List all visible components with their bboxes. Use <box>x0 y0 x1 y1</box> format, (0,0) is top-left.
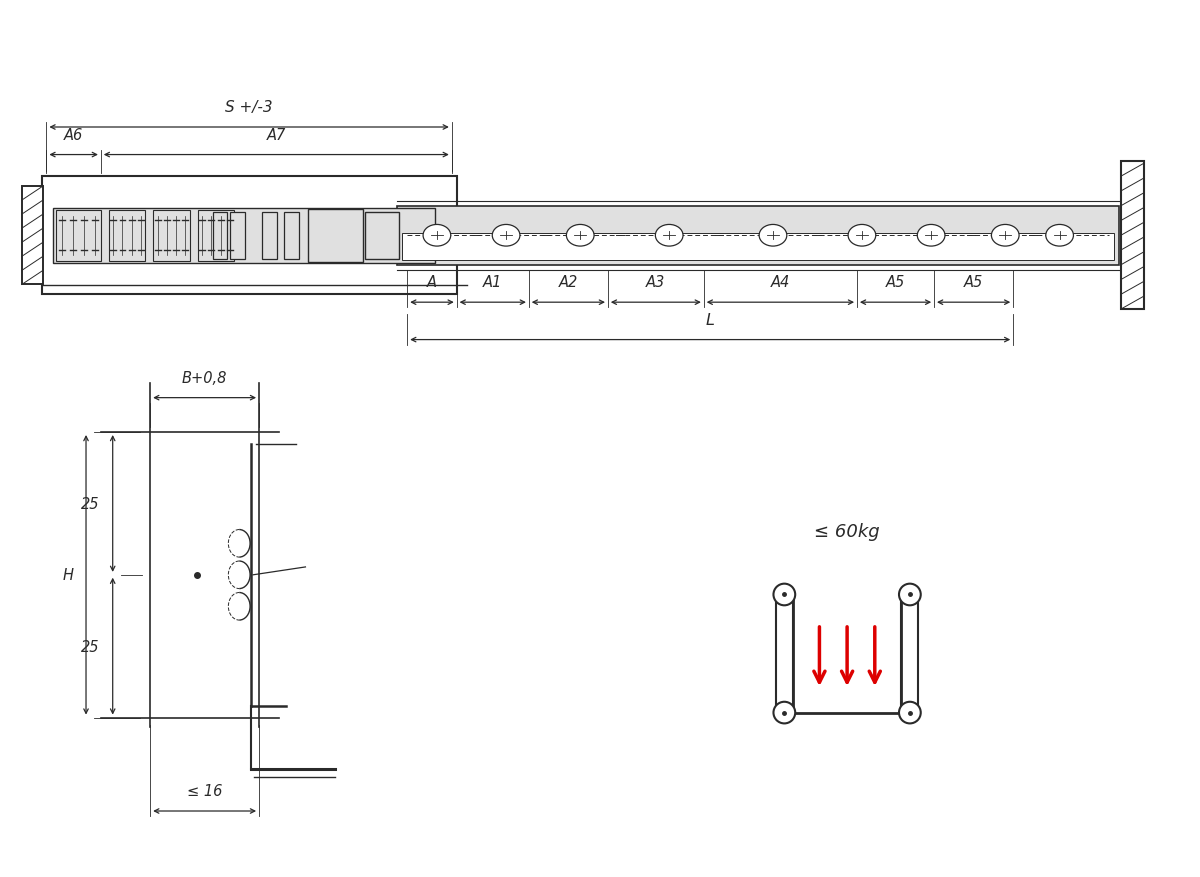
Circle shape <box>899 584 920 606</box>
Bar <box>154 210 190 261</box>
Circle shape <box>774 584 796 606</box>
Ellipse shape <box>848 225 876 246</box>
Ellipse shape <box>1045 225 1074 246</box>
Text: A7: A7 <box>266 128 286 143</box>
Text: A6: A6 <box>64 128 83 143</box>
Bar <box>308 210 362 262</box>
Bar <box>230 212 245 260</box>
Ellipse shape <box>566 225 594 246</box>
Text: A: A <box>427 275 437 290</box>
Bar <box>1121 162 1144 310</box>
Bar <box>212 212 227 260</box>
Bar <box>56 210 101 261</box>
Text: ≤ 60kg: ≤ 60kg <box>815 523 880 541</box>
Bar <box>283 212 299 260</box>
Bar <box>365 212 400 260</box>
Circle shape <box>774 702 796 724</box>
Text: A3: A3 <box>647 275 666 290</box>
Text: 25: 25 <box>82 496 100 511</box>
Text: A5: A5 <box>886 275 905 290</box>
Bar <box>42 177 457 295</box>
Bar <box>262 212 277 260</box>
Ellipse shape <box>917 225 944 246</box>
Text: B+0,8: B+0,8 <box>182 370 227 385</box>
Bar <box>109 210 145 261</box>
Bar <box>54 209 436 263</box>
Bar <box>22 187 42 285</box>
Text: A1: A1 <box>484 275 503 290</box>
Text: A5: A5 <box>964 275 983 290</box>
Ellipse shape <box>760 225 787 246</box>
Ellipse shape <box>424 225 451 246</box>
Text: 25: 25 <box>82 639 100 654</box>
Ellipse shape <box>655 225 683 246</box>
Text: A2: A2 <box>559 275 578 290</box>
Ellipse shape <box>492 225 520 246</box>
Bar <box>402 234 1114 260</box>
Text: A4: A4 <box>770 275 790 290</box>
Bar <box>198 210 234 261</box>
Bar <box>901 595 918 713</box>
Bar <box>776 595 793 713</box>
Bar <box>397 206 1118 266</box>
Text: L: L <box>706 312 715 327</box>
Circle shape <box>899 702 920 724</box>
Text: H: H <box>62 567 73 582</box>
Ellipse shape <box>991 225 1019 246</box>
Text: S +/-3: S +/-3 <box>226 100 272 115</box>
Text: ≤ 16: ≤ 16 <box>187 783 222 798</box>
